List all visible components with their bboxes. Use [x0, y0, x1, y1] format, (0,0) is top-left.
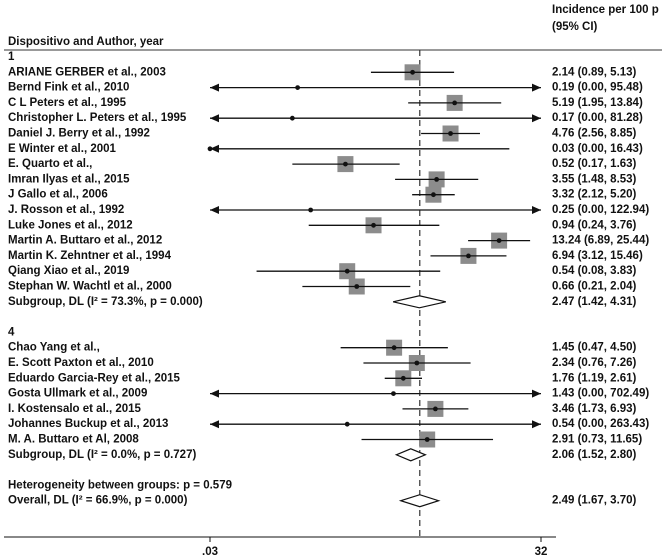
point-estimate: [344, 268, 350, 274]
study-label: 2.34 (0.76, 7.26): [552, 357, 637, 369]
study-label: 0.54 (0.00, 263.43): [552, 418, 649, 430]
study-label: 1.45 (0.47, 4.50): [552, 342, 637, 354]
group-title: 1: [8, 51, 15, 63]
study-label: 4.76 (2.56, 8.85): [552, 128, 637, 140]
study-name: Bernd Fink et al., 2010: [8, 82, 129, 94]
study-label: 6.94 (3.12, 15.46): [552, 250, 643, 262]
point-estimate: [424, 437, 430, 442]
subgroup-label: 2.47 (1.42, 4.31): [552, 296, 637, 308]
study-label: 3.55 (1.48, 8.53): [552, 173, 637, 185]
point-estimate: [414, 360, 420, 366]
point-estimate: [496, 238, 502, 244]
subgroup-diamond: [392, 295, 446, 309]
point-estimate: [354, 284, 360, 289]
study-name: Qiang Xiao et al., 2019: [8, 265, 129, 277]
subgroup-diamond: [394, 448, 427, 462]
study-label: 5.19 (1.95, 13.84): [552, 97, 643, 109]
header-right-line2: (95% CI): [552, 21, 598, 33]
study-name: E. Scott Paxton et al., 2010: [8, 357, 154, 369]
ci-arrow: [210, 389, 219, 398]
study-name: J Gallo et al., 2006: [8, 189, 108, 201]
point-estimate: [410, 69, 415, 75]
point-estimate: [343, 161, 348, 167]
study-label: 13.24 (6.89, 25.44): [552, 235, 649, 247]
study-name: E. Quarto et al.,: [8, 158, 92, 170]
ci-arrow: [532, 83, 541, 92]
header-left: Dispositivo and Author, year: [8, 36, 164, 48]
study-label: 2.91 (0.73, 11.65): [552, 434, 642, 446]
point-estimate: [452, 100, 458, 106]
ci-arrow: [532, 389, 541, 398]
study-name: Daniel J. Berry et al., 1992: [8, 128, 150, 140]
ci-arrow: [210, 144, 219, 153]
point-estimate: [400, 375, 406, 381]
subgroup-label: 2.06 (1.52, 2.80): [552, 449, 637, 461]
study-label: 0.66 (0.21, 2.04): [552, 281, 637, 293]
subgroup-name: Subgroup, DL (I² = 73.3%, p = 0.000): [8, 296, 203, 308]
ci-arrow: [210, 83, 219, 92]
x-tick-label: 32: [535, 546, 548, 558]
study-name: I. Kostensalo et al., 2015: [8, 403, 142, 415]
study-name: Eduardo Garcia-Rey et al., 2015: [8, 372, 181, 384]
ci-arrow: [532, 420, 541, 429]
study-label: 3.46 (1.73, 6.93): [552, 403, 637, 415]
study-label: 0.52 (0.17, 1.63): [552, 158, 637, 170]
study-name: Johannes Buckup et al., 2013: [8, 418, 168, 430]
study-label: 0.94 (0.24, 3.76): [552, 219, 637, 231]
point-estimate: [295, 85, 301, 90]
x-tick-label: .03: [202, 546, 218, 558]
study-name: Christopher L. Peters et al., 1995: [8, 112, 187, 124]
study-name: Martin K. Zehntner et al., 1994: [8, 250, 172, 262]
point-estimate: [207, 146, 213, 152]
study-name: C L Peters et al., 1995: [8, 97, 127, 109]
point-estimate: [432, 406, 438, 412]
group-title: 4: [8, 326, 15, 338]
study-name: Martin A. Buttaro et al., 2012: [8, 235, 162, 247]
study-name: Gosta Ullmark et al., 2009: [8, 388, 147, 400]
ci-arrow: [210, 206, 219, 214]
ci-arrow: [210, 420, 219, 429]
ci-arrow: [532, 114, 541, 123]
study-label: 3.32 (2.12, 5.20): [552, 189, 637, 201]
point-estimate: [466, 253, 471, 259]
point-estimate: [391, 345, 397, 351]
point-estimate: [371, 222, 376, 228]
study-name: Luke Jones et al., 2012: [8, 219, 133, 231]
point-estimate: [434, 177, 440, 182]
ci-arrow: [532, 206, 541, 214]
study-label: 2.14 (0.89, 5.13): [552, 66, 637, 78]
study-label: 0.03 (0.00, 16.43): [552, 143, 643, 155]
point-estimate: [289, 115, 295, 121]
study-name: E Winter et al., 2001: [8, 143, 117, 155]
point-estimate: [448, 131, 453, 136]
study-label: 0.19 (0.00, 95.48): [552, 82, 643, 94]
overall-diamond: [398, 494, 441, 508]
study-label: 0.54 (0.08, 3.83): [552, 265, 637, 277]
point-estimate: [391, 391, 396, 396]
study-label: 0.25 (0.00, 122.94): [552, 204, 649, 216]
study-name: ARIANE GERBER et al., 2003: [8, 66, 166, 78]
point-estimate: [344, 421, 350, 427]
ci-arrow: [210, 114, 219, 123]
point-estimate: [308, 207, 314, 213]
study-label: 1.43 (0.00, 702.49): [552, 388, 649, 400]
point-estimate: [431, 192, 436, 198]
study-name: J. Rosson et al., 1992: [8, 204, 124, 216]
overall-name: Overall, DL (I² = 66.9%, p = 0.000): [8, 495, 188, 507]
subgroup-name: Subgroup, DL (I² = 0.0%, p = 0.727): [8, 449, 196, 461]
study-name: Chao Yang et al.,: [8, 342, 100, 354]
study-name: Stephan W. Wachtl et al., 2000: [8, 281, 172, 293]
study-label: 0.17 (0.00, 81.28): [552, 112, 643, 124]
overall-label: 2.49 (1.67, 3.70): [552, 495, 637, 507]
study-name: Imran Ilyas et al., 2015: [8, 173, 130, 185]
study-name: M. A. Buttaro et Al, 2008: [8, 434, 139, 446]
heterogeneity: Heterogeneity between groups: p = 0.579: [8, 479, 232, 491]
study-label: 1.76 (1.19, 2.61): [552, 372, 637, 384]
header-right-line1: Incidence per 100 p: [552, 4, 659, 16]
